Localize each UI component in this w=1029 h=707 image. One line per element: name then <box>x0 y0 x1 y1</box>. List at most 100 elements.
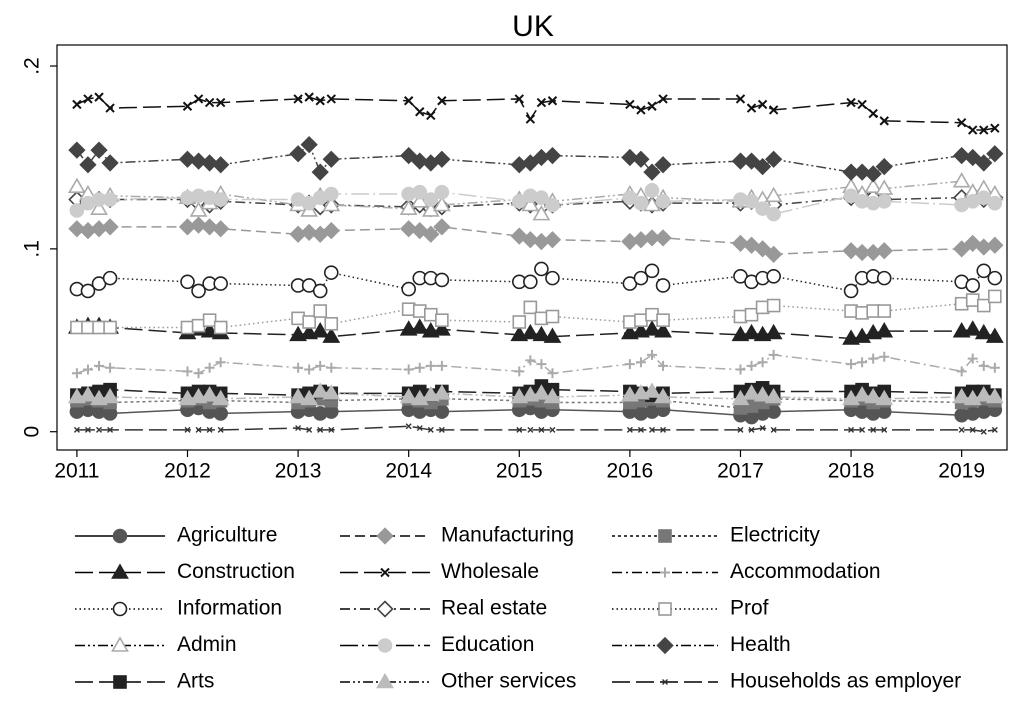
marker <box>976 298 991 313</box>
marker <box>654 322 672 338</box>
marker <box>746 360 757 371</box>
marker <box>302 315 316 329</box>
marker <box>549 426 556 433</box>
marker <box>879 116 889 126</box>
marker <box>765 150 783 168</box>
marker <box>978 360 989 371</box>
x-tick-label: 2016 <box>607 460 654 483</box>
legend-item: Arts <box>75 670 214 693</box>
marker <box>433 218 451 236</box>
marker <box>425 360 436 371</box>
marker <box>543 146 562 165</box>
marker <box>646 349 657 360</box>
x-tick-label: 2012 <box>164 460 211 483</box>
marker <box>954 296 969 311</box>
marker <box>432 320 451 336</box>
marker <box>401 302 416 317</box>
marker <box>311 322 330 338</box>
marker <box>293 362 304 373</box>
marker <box>72 99 82 110</box>
marker <box>658 360 669 371</box>
marker <box>853 386 872 402</box>
legend-label: Manufacturing <box>441 524 574 547</box>
marker <box>178 150 197 168</box>
marker <box>204 362 215 373</box>
marker <box>400 146 418 165</box>
marker <box>876 270 892 286</box>
marker <box>643 320 661 336</box>
x-tick-label: 2013 <box>275 460 322 483</box>
marker <box>326 94 336 104</box>
legend-item: Agriculture <box>75 524 277 547</box>
series <box>68 216 1004 263</box>
marker <box>416 425 423 432</box>
legend-marker <box>377 638 393 653</box>
legend-label: Prof <box>730 597 769 620</box>
marker <box>985 327 1004 343</box>
marker <box>525 114 536 124</box>
legend-label: Construction <box>177 560 295 583</box>
marker <box>846 359 857 370</box>
marker <box>634 313 648 327</box>
legend-marker <box>112 601 128 617</box>
marker <box>326 362 337 373</box>
marker <box>766 268 781 284</box>
marker <box>623 315 637 329</box>
marker <box>200 154 219 172</box>
marker <box>842 242 860 260</box>
legend-label: Other services <box>441 670 576 693</box>
marker <box>532 205 551 221</box>
marker <box>532 384 551 400</box>
marker <box>843 283 859 299</box>
marker <box>753 240 772 258</box>
marker <box>422 225 440 243</box>
marker <box>289 387 307 404</box>
marker <box>654 387 672 404</box>
marker <box>291 311 305 326</box>
marker <box>516 426 523 433</box>
marker <box>770 426 777 433</box>
marker <box>405 423 412 430</box>
marker <box>435 313 449 327</box>
marker <box>866 304 880 318</box>
marker <box>986 236 1004 254</box>
marker <box>735 364 746 375</box>
marker <box>956 118 967 128</box>
legend-item: Wholesale <box>340 560 539 583</box>
marker <box>311 163 329 181</box>
marker <box>434 184 450 200</box>
marker <box>213 320 228 335</box>
marker <box>200 218 219 236</box>
legend-item: Education <box>340 633 534 656</box>
marker <box>514 94 524 104</box>
marker <box>536 97 547 108</box>
marker <box>968 125 978 135</box>
series <box>69 261 1003 299</box>
marker <box>217 426 224 433</box>
marker <box>306 426 313 433</box>
y-tick-label: .1 <box>21 240 44 258</box>
legend-marker <box>112 528 128 544</box>
marker <box>191 283 206 299</box>
marker <box>967 353 978 364</box>
series <box>68 382 1004 406</box>
marker <box>68 220 86 238</box>
marker <box>213 276 228 291</box>
marker <box>547 368 558 379</box>
marker <box>102 192 118 207</box>
marker <box>656 313 670 327</box>
series <box>69 183 1003 222</box>
marker <box>212 156 230 174</box>
marker <box>523 274 538 290</box>
marker <box>853 163 871 181</box>
marker <box>969 426 976 433</box>
marker <box>644 183 660 198</box>
marker <box>94 92 104 102</box>
marker <box>70 320 84 335</box>
marker <box>545 197 560 213</box>
marker <box>764 323 783 340</box>
marker <box>521 323 540 340</box>
marker <box>735 94 746 104</box>
marker <box>79 156 97 174</box>
marker <box>180 320 195 335</box>
